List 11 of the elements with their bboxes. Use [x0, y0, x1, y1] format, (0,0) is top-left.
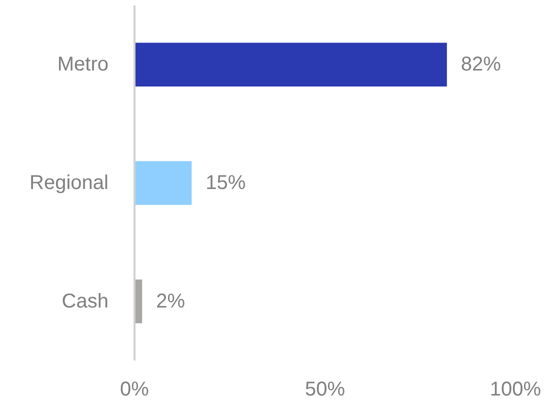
bar [134, 161, 192, 205]
data-label: 2% [156, 290, 186, 312]
x-tick-label: 50% [304, 378, 346, 400]
x-tick-label: 100% [490, 378, 542, 400]
y-tick-label: Cash [62, 290, 109, 312]
bar [134, 42, 447, 87]
y-tick-label: Metro [57, 54, 108, 76]
data-label: 82% [460, 54, 502, 76]
y-tick-label: Regional [30, 172, 109, 194]
x-tick-label: 0% [120, 378, 150, 400]
data-label: 15% [206, 172, 246, 194]
